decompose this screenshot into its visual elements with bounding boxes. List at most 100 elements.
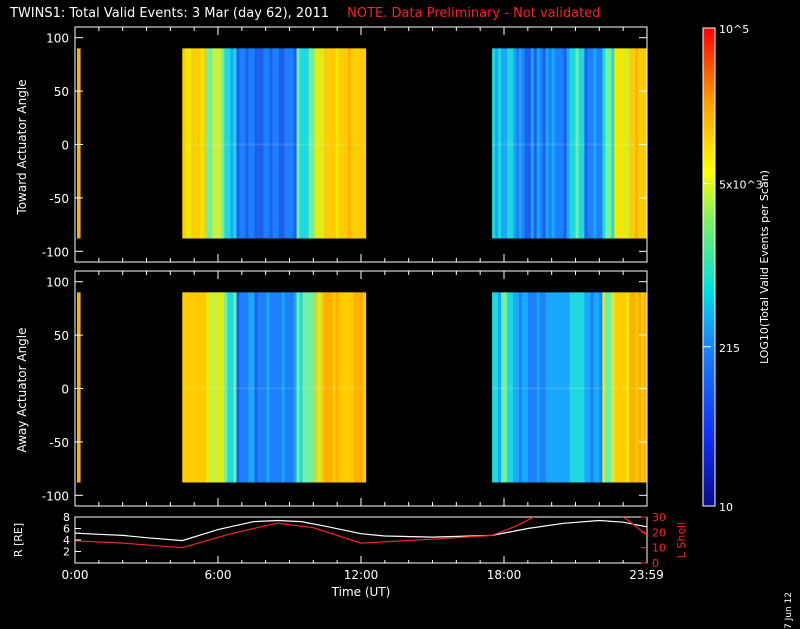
heatmap-cell bbox=[563, 292, 567, 483]
heatmap-cell bbox=[626, 292, 630, 483]
heatmap-cell bbox=[572, 48, 576, 239]
heatmap-cell bbox=[188, 48, 192, 239]
heatmap-cell bbox=[629, 48, 633, 239]
date-stamp: 7 Jun 12 bbox=[784, 592, 794, 629]
heatmap-zero-feature bbox=[182, 387, 366, 390]
heatmap-cell bbox=[581, 292, 585, 483]
heatmap-cell bbox=[527, 48, 532, 239]
heatmap-cell bbox=[344, 292, 349, 483]
heatmap-cell bbox=[236, 48, 240, 239]
heatmap-cell bbox=[620, 48, 624, 239]
heatmap-cell bbox=[77, 292, 81, 483]
heatmap-cell bbox=[548, 48, 553, 239]
heatmap-cell bbox=[590, 292, 594, 483]
away-panel: 100 50 0 -50 -100 Away Actuator Angle bbox=[15, 270, 648, 507]
toward-heatmap bbox=[77, 48, 648, 239]
heatmap-cell bbox=[353, 48, 358, 239]
heatmap-cell bbox=[266, 292, 270, 483]
toward-panel: 100 50 0 -50 -100 Toward Actuator Angle bbox=[15, 26, 648, 263]
colorbar-tick-label: 10 bbox=[719, 501, 733, 514]
away-y-label: Away Actuator Angle bbox=[15, 327, 29, 452]
heatmap-cell bbox=[257, 292, 261, 483]
heatmap-cell bbox=[293, 48, 297, 239]
heatmap-cell bbox=[533, 48, 538, 239]
orbit-left-label: R [RE] bbox=[12, 523, 25, 557]
heatmap-cell bbox=[308, 48, 313, 239]
y-tick-label: 2 bbox=[63, 546, 70, 559]
y-tick-label: 50 bbox=[54, 85, 69, 99]
heatmap-cell bbox=[248, 48, 252, 239]
heatmap-cell bbox=[632, 292, 636, 483]
x-axis-label: Time (UT) bbox=[331, 585, 391, 599]
heatmap-cell bbox=[218, 48, 222, 239]
heatmap-cell bbox=[638, 48, 642, 239]
heatmap-cell bbox=[278, 48, 282, 239]
heatmap-cell bbox=[608, 48, 612, 239]
heatmap-cell bbox=[242, 48, 246, 239]
heatmap-cell bbox=[302, 292, 306, 483]
heatmap-cell bbox=[498, 292, 502, 483]
colorbar: 10^5 5x10^3 215 10 LOG10(Total Valid Events… bbox=[702, 23, 771, 514]
heatmap-cell bbox=[536, 292, 541, 483]
heatmap-cell bbox=[359, 48, 364, 239]
heatmap-cell bbox=[527, 292, 532, 483]
heatmap-cell bbox=[329, 292, 334, 483]
heatmap-cell bbox=[341, 292, 346, 483]
orbit-lines bbox=[75, 517, 647, 549]
heatmap-cell bbox=[566, 292, 570, 483]
heatmap-cell bbox=[557, 48, 562, 239]
heatmap-cell bbox=[578, 292, 582, 483]
heatmap-cell bbox=[359, 292, 364, 483]
y-tick-label-right: 10 bbox=[652, 542, 666, 555]
colorbar-tick-label: 215 bbox=[719, 342, 740, 355]
lshell-line bbox=[75, 517, 647, 549]
heatmap-cell bbox=[560, 48, 564, 239]
heatmap-cell bbox=[626, 48, 630, 239]
heatmap-cell bbox=[317, 292, 322, 483]
preliminary-note: NOTE. Data Preliminary - Not validated bbox=[347, 6, 601, 21]
heatmap-cell bbox=[521, 292, 526, 483]
heatmap-cell bbox=[230, 292, 234, 483]
heatmap-zero-feature bbox=[182, 143, 366, 146]
heatmap-cell bbox=[278, 292, 282, 483]
heatmap-cell bbox=[257, 48, 261, 239]
heatmap-cell bbox=[332, 48, 337, 239]
heatmap-cell bbox=[287, 292, 291, 483]
y-tick-label: 6 bbox=[63, 523, 70, 536]
heatmap-cell bbox=[353, 292, 358, 483]
heatmap-cell bbox=[635, 48, 639, 239]
heatmap-cell bbox=[350, 48, 355, 239]
heatmap-cell bbox=[611, 292, 615, 483]
heatmap-cell bbox=[638, 292, 642, 483]
heatmap-cell bbox=[314, 48, 319, 239]
heatmap-cell bbox=[524, 292, 529, 483]
heatmap-cell bbox=[326, 48, 331, 239]
heatmap-cell bbox=[269, 292, 273, 483]
heatmap-cell bbox=[599, 292, 603, 483]
heatmap-cell bbox=[314, 292, 319, 483]
heatmap-cell bbox=[203, 292, 207, 483]
heatmap-cell bbox=[575, 48, 579, 239]
heatmap-cell bbox=[551, 292, 556, 483]
heatmap-cell bbox=[182, 48, 186, 239]
heatmap-cell bbox=[221, 292, 225, 483]
y-tick-label: 100 bbox=[46, 276, 69, 290]
heatmap-cell bbox=[311, 292, 316, 483]
heatmap-cell bbox=[521, 48, 526, 239]
heatmap-cell bbox=[501, 48, 505, 239]
heatmap-cell bbox=[335, 48, 340, 239]
away-heatmap bbox=[77, 292, 648, 483]
heatmap-cell bbox=[635, 292, 639, 483]
y-tick-label-right: 0 bbox=[652, 557, 659, 570]
colorbar-tick-label: 5x10^3 bbox=[719, 178, 763, 191]
heatmap-cell bbox=[269, 48, 273, 239]
heatmap-cell bbox=[239, 48, 243, 239]
x-tick-label: 12:00 bbox=[344, 568, 379, 582]
x-tick-label: 0:00 bbox=[62, 568, 89, 582]
heatmap-cell bbox=[533, 292, 538, 483]
heatmap-cell bbox=[281, 292, 285, 483]
heatmap-cell bbox=[560, 292, 564, 483]
heatmap-cell bbox=[260, 48, 264, 239]
heatmap-cell bbox=[495, 292, 499, 483]
